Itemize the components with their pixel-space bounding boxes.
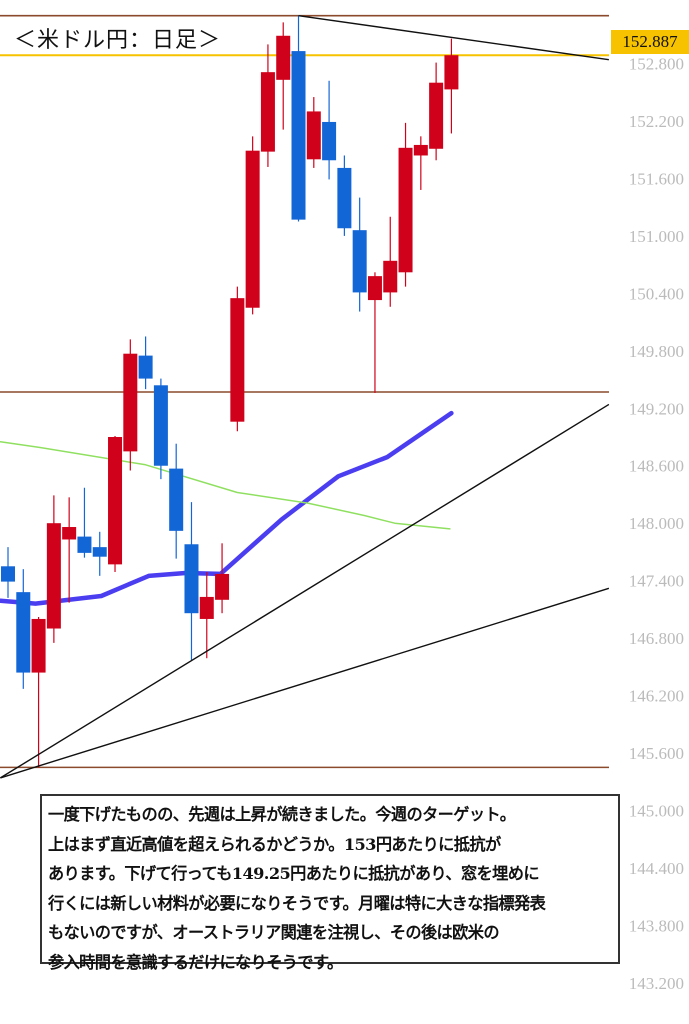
note-line: 一度下げたものの、先週は上昇が続きました。今週のターゲット。 bbox=[48, 805, 516, 824]
candle-bullish bbox=[199, 596, 214, 619]
candle-bearish bbox=[138, 355, 153, 379]
y-tick-label: 147.400 bbox=[629, 572, 684, 591]
candle-bearish bbox=[1, 566, 15, 582]
moving-average-slow bbox=[0, 441, 451, 530]
candle-bearish bbox=[352, 230, 367, 293]
candle-bullish bbox=[230, 298, 245, 422]
chart-title: ＜米ドル円：日足＞ bbox=[14, 28, 222, 53]
y-tick-label: 148.000 bbox=[629, 514, 684, 533]
candle-bullish bbox=[367, 276, 382, 301]
candle-bullish bbox=[306, 111, 321, 160]
candle-bullish bbox=[276, 35, 291, 80]
moving-average-fast bbox=[0, 410, 454, 606]
note-line: もないのですが、オーストラリア関連を注視し、その後は欧米の bbox=[48, 923, 500, 942]
trend-line bbox=[0, 587, 610, 779]
candle-bearish bbox=[77, 536, 92, 553]
candle-bullish bbox=[413, 144, 428, 156]
current-price-label: 152.887 bbox=[611, 30, 689, 54]
y-tick-label: 152.200 bbox=[629, 112, 684, 131]
candle-bearish bbox=[337, 167, 352, 229]
note-line: あります。下げて行っても149.25円あたりに抵抗があり、窓を埋めに bbox=[48, 864, 540, 883]
y-tick-label: 146.800 bbox=[629, 629, 684, 648]
y-tick-label: 143.200 bbox=[629, 974, 684, 993]
candle-bullish bbox=[398, 147, 413, 273]
y-tick-label: 150.400 bbox=[629, 284, 684, 303]
candle-bearish bbox=[184, 544, 199, 614]
y-tick-label: 145.600 bbox=[629, 744, 684, 763]
trend-line bbox=[298, 14, 609, 61]
candle-bearish bbox=[291, 51, 306, 220]
candle-bullish bbox=[123, 353, 138, 452]
commentary-box: 一度下げたものの、先週は上昇が続きました。今週のターゲット。 上はまず直近高値を… bbox=[40, 794, 620, 972]
y-tick-label: 149.800 bbox=[629, 342, 684, 361]
candle-bullish bbox=[46, 523, 61, 629]
candle-bullish bbox=[429, 82, 444, 149]
candle-bullish bbox=[62, 527, 77, 540]
y-tick-label: 145.000 bbox=[629, 801, 684, 820]
candle-bullish bbox=[245, 150, 260, 308]
candle-bearish bbox=[169, 468, 184, 531]
candle-bullish bbox=[444, 55, 459, 90]
note-line: 上はまず直近高値を超えられるかどうか。153円あたりに抵抗が bbox=[48, 834, 501, 854]
note-line: 行くには新しい材料が必要になりそうです。月曜は特に大きな指標発表 bbox=[48, 893, 546, 913]
candle-bullish bbox=[108, 437, 123, 565]
y-tick-label: 143.800 bbox=[629, 916, 684, 935]
y-tick-label: 152.800 bbox=[629, 55, 684, 74]
candle-bullish bbox=[383, 260, 398, 293]
candle-bullish bbox=[31, 618, 46, 673]
y-tick-label: 144.400 bbox=[629, 859, 684, 878]
trend-line bbox=[0, 403, 610, 779]
y-tick-label: 151.600 bbox=[629, 169, 684, 188]
note-line: 参入時間を意識するだけになりそうです。 bbox=[48, 952, 343, 972]
y-tick-label: 148.600 bbox=[629, 457, 684, 476]
candle-bearish bbox=[153, 385, 168, 466]
candle-bearish bbox=[322, 121, 337, 161]
candle-bearish bbox=[16, 592, 31, 673]
y-tick-label: 151.000 bbox=[629, 227, 684, 246]
candle-bullish bbox=[215, 573, 230, 600]
candle-bearish bbox=[92, 547, 107, 557]
y-tick-label: 146.200 bbox=[629, 687, 684, 706]
y-tick-label: 149.200 bbox=[629, 399, 684, 418]
candle-bullish bbox=[260, 72, 275, 152]
